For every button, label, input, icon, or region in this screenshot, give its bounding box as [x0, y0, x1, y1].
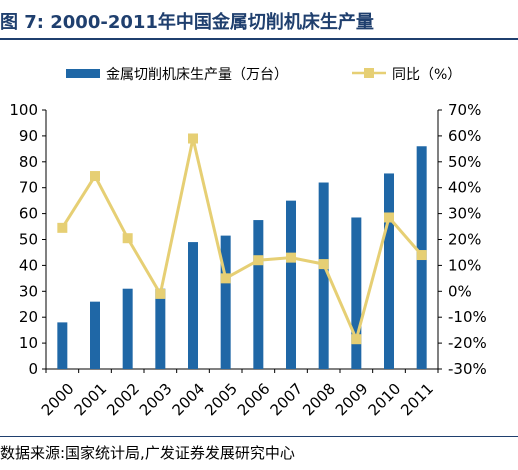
x-tick-label: 2001: [71, 380, 111, 420]
yoy-point: [318, 259, 329, 270]
y-left-tick-label: 0: [28, 360, 38, 378]
y-left-tick-label: 20: [19, 308, 38, 326]
y-left-tick-label: 10: [19, 334, 38, 352]
x-tick-label: 2000: [38, 380, 78, 420]
x-tick-label: 2011: [397, 380, 437, 420]
yoy-point: [416, 250, 427, 261]
axes: [42, 109, 442, 373]
bar: [253, 220, 264, 369]
y-left-tick-label: 60: [19, 205, 38, 223]
y-left-tick-label: 100: [9, 101, 38, 119]
y-right-tick-label: 0%: [448, 282, 472, 300]
x-tick-label: 2006: [234, 380, 274, 420]
yoy-point: [57, 222, 68, 233]
bar: [351, 217, 362, 369]
x-tick-label: 2008: [299, 380, 339, 420]
yoy-point: [155, 288, 166, 299]
yoy-point: [90, 171, 100, 182]
legend-line-label: 同比（%）: [392, 67, 461, 83]
x-tick-label: 2002: [103, 380, 143, 420]
bar: [90, 301, 100, 369]
source-divider: [0, 436, 518, 437]
bar: [57, 322, 68, 369]
y-right-tick-label: 60%: [448, 127, 481, 145]
y-right-tick-label: 70%: [448, 101, 481, 119]
bar: [155, 288, 166, 369]
yoy-point: [122, 233, 133, 244]
yoy-point: [253, 255, 264, 266]
legend-bar-label: 金属切削机床生产量（万台）: [106, 67, 288, 83]
tick-labels: 0 -30% 10 -20% 20 -10% 30 0% 40 10% 50 20% 60 30% 70 40…: [9, 101, 486, 419]
y-right-tick-label: -30%: [448, 360, 487, 378]
y-left-tick-label: 80: [19, 153, 38, 171]
x-tick-label: 2005: [201, 380, 241, 420]
bar-series: [57, 146, 427, 369]
legend: 金属切削机床生产量（万台） 同比（%）: [66, 67, 461, 83]
y-right-tick-label: -20%: [448, 334, 487, 352]
y-right-tick-label: 40%: [448, 179, 481, 197]
y-right-tick-label: 20%: [448, 231, 481, 249]
y-left-tick-label: 30: [19, 282, 38, 300]
y-left-tick-label: 40: [19, 256, 38, 274]
bar: [286, 200, 296, 369]
source-note: 数据来源:国家统计局,广发证券发展研究中心: [0, 444, 295, 462]
y-right-tick-label: 30%: [448, 205, 481, 223]
yoy-point: [351, 334, 362, 345]
yoy-point: [384, 212, 394, 223]
bar: [188, 242, 198, 369]
y-left-tick-label: 90: [19, 127, 38, 145]
x-tick-label: 2009: [332, 380, 372, 420]
chart-title: 图 7: 2000-2011年中国金属切削机床生产量: [0, 12, 374, 33]
bar: [122, 288, 133, 369]
bar: [384, 173, 394, 369]
yoy-point: [286, 252, 296, 263]
x-tick-label: 2003: [136, 380, 176, 420]
y-right-tick-label: 50%: [448, 153, 481, 171]
y-right-tick-label: -10%: [448, 308, 487, 326]
y-left-tick-label: 70: [19, 179, 38, 197]
x-tick-label: 2007: [267, 380, 307, 420]
legend-bar-swatch: [66, 69, 100, 78]
y-left-tick-label: 50: [19, 231, 38, 249]
y-right-tick-label: 10%: [448, 256, 481, 274]
yoy-point: [220, 273, 231, 284]
bar: [220, 235, 231, 369]
x-tick-label: 2010: [365, 380, 405, 420]
bar: [318, 182, 329, 369]
line-series: [57, 133, 427, 345]
yoy-point: [188, 133, 198, 144]
legend-line-marker: [364, 68, 374, 78]
yoy-line: [61, 138, 423, 344]
title-divider: [0, 38, 518, 40]
x-tick-label: 2004: [169, 380, 209, 420]
